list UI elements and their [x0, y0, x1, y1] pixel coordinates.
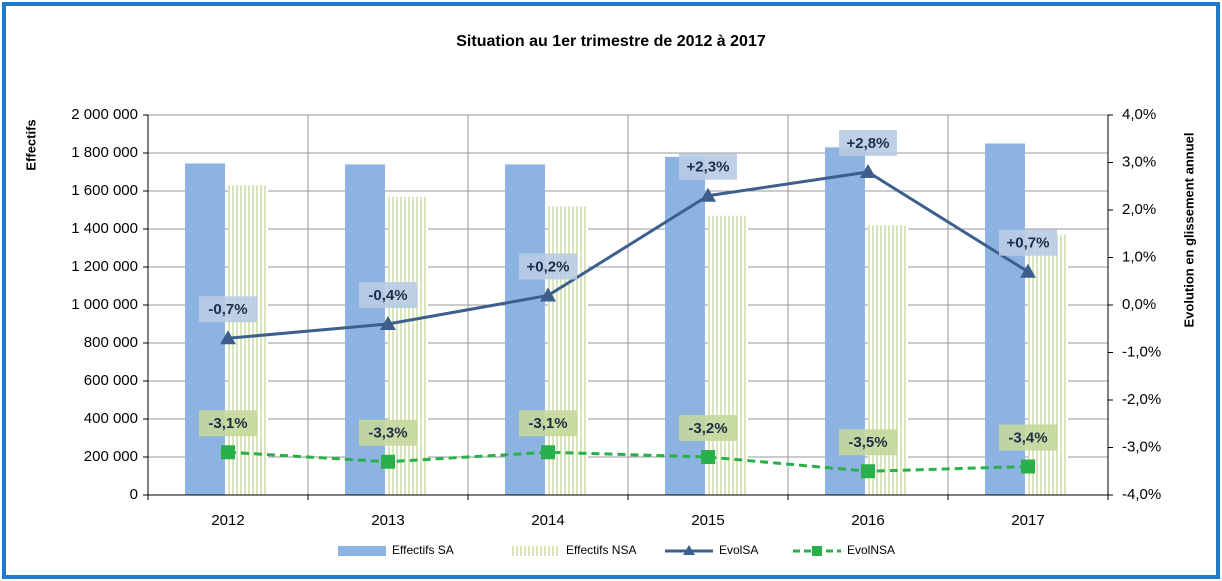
y-tick-label: 0: [130, 486, 138, 503]
bar: [388, 196, 428, 495]
bar: [185, 163, 225, 495]
data-label-bg: [839, 429, 897, 456]
legend-swatch: [338, 546, 386, 556]
bar: [708, 215, 748, 495]
y-tick-label: 1 200 000: [71, 258, 138, 275]
y2-axis-label: Evolution en glissement annuel: [1181, 132, 1196, 327]
legend-label: Effectifs NSA: [566, 543, 636, 557]
chart-title: Situation au 1er trimestre de 2012 à 201…: [456, 33, 766, 50]
marker: [221, 445, 235, 460]
x-tick-label: 2012: [211, 512, 244, 529]
data-label-bg: [359, 419, 417, 446]
y2-tick-label: -1,0%: [1122, 343, 1161, 360]
legend-swatch: [512, 546, 560, 556]
data-label-bg: [839, 130, 897, 156]
bar: [1028, 234, 1068, 495]
marker: [381, 454, 395, 469]
data-label: +2,8%: [847, 135, 890, 152]
y-tick-label: 600 000: [84, 372, 138, 389]
line: [227, 450, 1029, 473]
data-label-bg: [359, 282, 417, 308]
y-tick-label: 1 000 000: [71, 296, 138, 313]
y2-tick-label: -2,0%: [1122, 391, 1161, 408]
y-tick-label: 400 000: [84, 410, 138, 427]
line: [227, 170, 1029, 340]
legend-label: EvolNSA: [847, 543, 895, 557]
marker: [860, 164, 876, 178]
marker: [861, 464, 875, 479]
y2-tick-label: -3,0%: [1122, 438, 1161, 455]
x-tick-label: 2016: [851, 512, 884, 529]
bar: [665, 156, 705, 496]
data-label: -3,1%: [528, 415, 567, 432]
legend-label: EvolSA: [719, 543, 758, 557]
data-label-bg: [519, 253, 577, 280]
x-tick-label: 2015: [691, 512, 724, 529]
marker: [701, 450, 715, 464]
marker: [541, 445, 555, 460]
data-label-bg: [999, 229, 1057, 256]
bar: [228, 185, 268, 496]
marker: [380, 316, 396, 330]
data-label: -3,5%: [848, 434, 887, 451]
data-label: -3,1%: [208, 415, 247, 432]
data-label: -3,2%: [688, 420, 727, 437]
legend-marker: [812, 546, 822, 556]
y2-tick-label: 2,0%: [1122, 201, 1156, 218]
y-tick-label: 1 800 000: [71, 144, 138, 161]
marker: [700, 187, 716, 202]
data-label: +2,3%: [687, 159, 730, 176]
data-label: -0,4%: [368, 287, 407, 304]
data-label: +0,7%: [1007, 235, 1050, 252]
marker: [1020, 263, 1036, 278]
data-label-bg: [679, 153, 737, 180]
y2-tick-label: 4,0%: [1122, 106, 1156, 123]
y-axis-label: Effectifs: [23, 119, 38, 170]
y-tick-label: 2 000 000: [71, 106, 138, 123]
data-label: -3,3%: [368, 425, 407, 442]
y2-tick-label: 1,0%: [1122, 248, 1156, 265]
y-tick-label: 1 600 000: [71, 182, 138, 199]
data-label-bg: [199, 296, 257, 323]
data-label-bg: [519, 410, 577, 437]
marker: [1021, 459, 1035, 474]
data-label: -0,7%: [208, 301, 247, 318]
data-label-bg: [199, 410, 257, 437]
x-tick-label: 2017: [1011, 512, 1044, 529]
bar: [505, 164, 545, 495]
data-label-bg: [679, 415, 737, 441]
data-label: +0,2%: [527, 258, 570, 275]
y2-tick-label: -4,0%: [1122, 486, 1161, 503]
y2-tick-label: 3,0%: [1122, 153, 1156, 170]
y-tick-label: 1 400 000: [71, 220, 138, 237]
y2-tick-label: 0,0%: [1122, 296, 1156, 313]
x-tick-label: 2013: [371, 512, 404, 529]
legend-label: Effectifs SA: [392, 543, 454, 557]
x-tick-label: 2014: [531, 512, 564, 529]
data-label-bg: [999, 424, 1057, 451]
marker: [540, 287, 556, 302]
y-tick-label: 200 000: [84, 448, 138, 465]
marker: [220, 330, 236, 345]
y-tick-label: 800 000: [84, 334, 138, 351]
legend-marker: [683, 545, 695, 555]
data-label: -3,4%: [1008, 429, 1047, 446]
